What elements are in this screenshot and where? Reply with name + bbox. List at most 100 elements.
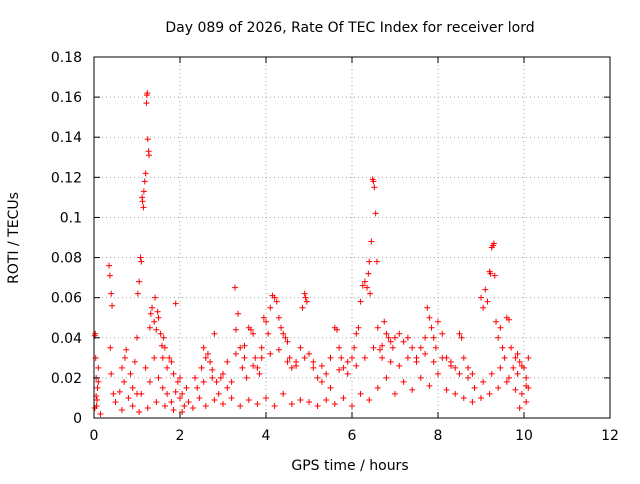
data-point [361, 354, 368, 361]
data-point [237, 344, 244, 351]
data-point [478, 394, 484, 401]
data-point [491, 272, 498, 279]
data-point [235, 310, 242, 317]
data-point [140, 204, 147, 211]
data-point [260, 314, 267, 321]
data-point [172, 300, 179, 307]
data-point [159, 354, 166, 361]
y-tick-label: 0.18 [51, 50, 82, 66]
data-point [108, 290, 115, 297]
x-tick-label: 12 [601, 428, 619, 444]
data-point [95, 378, 102, 385]
data-point [202, 402, 209, 409]
data-point [116, 388, 123, 395]
data-point [211, 396, 218, 403]
data-point [383, 374, 390, 381]
data-point [443, 386, 450, 393]
data-point [430, 358, 437, 365]
data-point [510, 364, 517, 371]
x-axis-label: GPS time / hours [291, 458, 408, 474]
data-point [121, 378, 128, 385]
x-tick-label: 10 [515, 428, 533, 444]
data-point [278, 324, 285, 331]
data-point [371, 184, 378, 191]
data-point [359, 282, 366, 289]
data-point [155, 314, 162, 321]
data-point [282, 334, 289, 341]
data-points [91, 90, 532, 417]
data-point [275, 314, 282, 321]
data-point [381, 318, 388, 325]
data-point [487, 270, 494, 277]
data-point [379, 354, 386, 361]
data-point [495, 334, 502, 341]
data-point [106, 262, 113, 269]
data-point [516, 358, 523, 365]
data-point [428, 324, 435, 331]
data-point [482, 286, 489, 293]
data-point [265, 330, 272, 337]
data-point [254, 400, 261, 407]
data-point [370, 344, 377, 351]
data-point [213, 378, 220, 385]
data-point [497, 324, 504, 331]
data-point [241, 342, 248, 349]
data-point [232, 326, 239, 333]
x-tick-label: 2 [176, 428, 185, 444]
data-point [144, 404, 151, 411]
data-point [417, 374, 424, 381]
data-point [439, 354, 446, 361]
data-point [250, 330, 257, 337]
data-point [435, 370, 441, 377]
data-point [471, 384, 478, 391]
data-point [185, 398, 192, 405]
data-point [480, 378, 487, 385]
y-tick-label: 0.06 [51, 291, 82, 307]
data-point [460, 354, 467, 361]
data-point [286, 354, 293, 361]
data-point [152, 294, 159, 301]
grid [94, 57, 610, 418]
y-tick-label: 0.04 [51, 331, 82, 347]
data-point [288, 364, 295, 371]
data-point [400, 378, 407, 385]
y-axis-label: ROTI / TECUs [6, 192, 22, 284]
data-point [153, 326, 160, 333]
x-tick-label: 0 [90, 428, 99, 444]
data-point [301, 354, 308, 361]
data-point [318, 362, 325, 369]
data-point [323, 370, 330, 377]
data-point [435, 318, 441, 325]
data-point [183, 384, 190, 391]
data-point [284, 358, 291, 365]
data-point [157, 330, 164, 337]
data-point [263, 394, 269, 401]
data-point [127, 370, 134, 377]
data-point [456, 330, 463, 337]
data-point [209, 374, 216, 381]
data-point [131, 358, 138, 365]
data-point [258, 354, 265, 361]
data-point [273, 298, 280, 305]
y-tick-label: 0.16 [51, 90, 82, 106]
data-point [109, 302, 116, 309]
data-point [293, 362, 300, 369]
data-point [396, 330, 403, 337]
data-point [314, 374, 321, 381]
data-point [404, 334, 411, 341]
data-point [228, 394, 235, 401]
data-point [409, 386, 416, 393]
y-tick-label: 0.02 [51, 371, 82, 387]
data-point [521, 364, 527, 371]
data-point [422, 350, 429, 357]
data-point [514, 370, 521, 377]
data-point [275, 346, 282, 353]
data-point [488, 370, 495, 377]
data-point [514, 350, 521, 357]
data-point [138, 258, 145, 265]
data-point [217, 374, 224, 381]
data-point [155, 374, 162, 381]
data-point [136, 408, 143, 415]
